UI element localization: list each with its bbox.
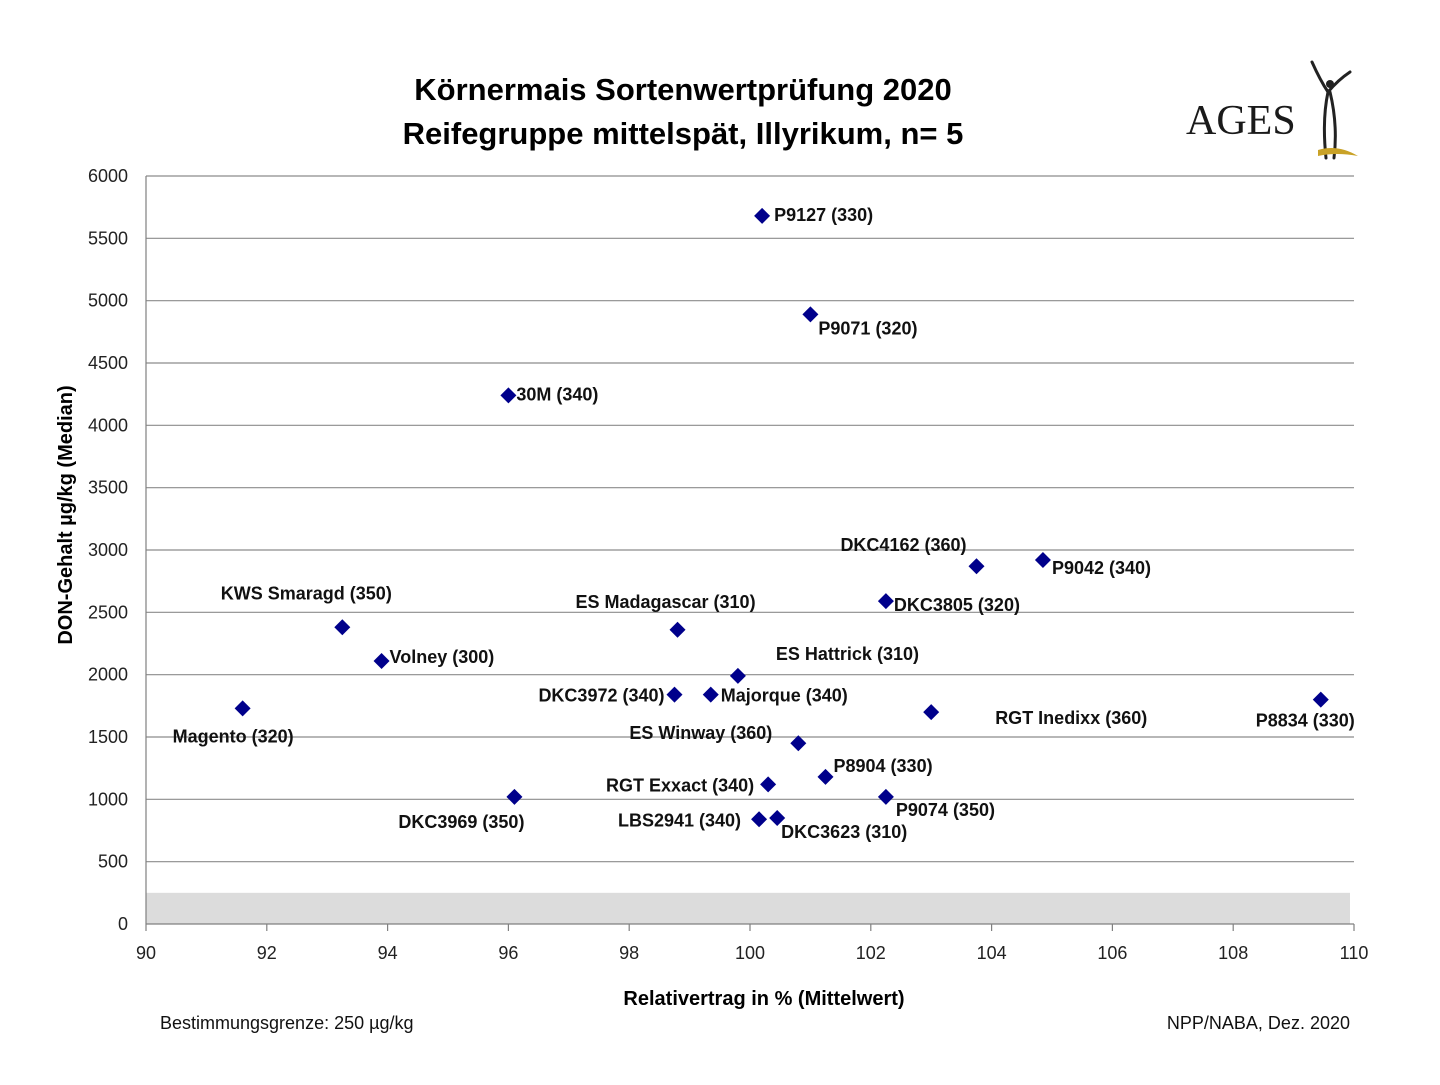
data-point-marker bbox=[1034, 551, 1051, 568]
x-tick-label: 110 bbox=[1340, 943, 1369, 963]
detection-limit-area bbox=[146, 892, 1350, 924]
x-tick-label: 94 bbox=[378, 943, 398, 963]
x-tick-label: 106 bbox=[1097, 943, 1127, 963]
data-point-marker bbox=[802, 306, 819, 323]
data-point-label: KWS Smaragd (350) bbox=[221, 583, 392, 603]
data-point-marker bbox=[968, 558, 985, 575]
data-point-label: DKC3623 (310) bbox=[781, 822, 907, 842]
x-tick-label: 108 bbox=[1218, 943, 1248, 963]
y-tick-label: 5500 bbox=[88, 228, 128, 248]
data-points bbox=[234, 207, 1329, 828]
data-point-marker bbox=[769, 810, 786, 827]
x-tick-label: 96 bbox=[498, 943, 518, 963]
data-point-marker bbox=[790, 735, 807, 752]
y-tick-label: 5000 bbox=[88, 291, 128, 311]
data-point-label: LBS2941 (340) bbox=[618, 810, 741, 830]
y-tick-label: 3500 bbox=[88, 478, 128, 498]
y-tick-label: 6000 bbox=[88, 166, 128, 186]
axes: 0 500 1000 1500 2000 2500 3000 3500 4000 4500 5000… bbox=[88, 166, 1368, 963]
y-tick-label: 2000 bbox=[88, 665, 128, 685]
data-point-marker bbox=[751, 811, 768, 828]
y-tick-label: 3000 bbox=[88, 540, 128, 560]
point-labels: P9127 (330) P9071 (320) 30M (340) DKC4162 (… bbox=[173, 205, 1355, 842]
data-point-label: Volney (300) bbox=[390, 647, 495, 667]
data-point-label: DKC3805 (320) bbox=[894, 595, 1020, 615]
data-point-label: ES Winway (360) bbox=[629, 723, 772, 743]
y-tick-label: 1000 bbox=[88, 789, 128, 809]
data-point-label: P9127 (330) bbox=[774, 205, 873, 225]
ages-logo: AGES bbox=[1186, 60, 1358, 160]
data-point-label: RGT Exxact (340) bbox=[606, 775, 754, 795]
data-point-marker bbox=[1312, 691, 1329, 708]
source-note: NPP/NABA, Dez. 2020 bbox=[1167, 1013, 1350, 1033]
x-tick-label: 104 bbox=[977, 943, 1007, 963]
chart-title: Körnermais Sortenwertprüfung 2020 bbox=[414, 72, 951, 107]
data-point-marker bbox=[702, 686, 719, 703]
chart-subtitle: Reifegruppe mittelspät, Illyrikum, n= 5 bbox=[403, 116, 964, 151]
data-point-marker bbox=[877, 788, 894, 805]
detection-limit-note: Bestimmungsgrenze: 250 µg/kg bbox=[160, 1013, 414, 1033]
data-point-label: P9071 (320) bbox=[818, 318, 917, 338]
y-tick-label: 2500 bbox=[88, 602, 128, 622]
x-tick-label: 100 bbox=[735, 943, 765, 963]
data-point-marker bbox=[666, 686, 683, 703]
data-point-label: DKC3972 (340) bbox=[538, 686, 664, 706]
x-tick-label: 90 bbox=[136, 943, 156, 963]
data-point-marker bbox=[817, 768, 834, 785]
data-point-label: P9074 (350) bbox=[896, 800, 995, 820]
data-point-marker bbox=[877, 593, 894, 610]
ages-logo-text: AGES bbox=[1186, 98, 1296, 144]
data-point-marker bbox=[500, 387, 517, 404]
data-point-label: DKC3969 (350) bbox=[398, 812, 524, 832]
data-point-marker bbox=[760, 776, 777, 793]
y-tick-label: 1500 bbox=[88, 727, 128, 747]
data-point-label: ES Hattrick (310) bbox=[776, 644, 919, 664]
x-axis-title: Relativertrag in % (Mittelwert) bbox=[623, 988, 904, 1010]
data-point-label: DKC4162 (360) bbox=[840, 535, 966, 555]
y-axis-title: DON-Gehalt µg/kg (Median) bbox=[55, 385, 77, 644]
data-point-marker bbox=[923, 704, 940, 721]
data-point-marker bbox=[506, 788, 523, 805]
data-point-label: Magento (320) bbox=[173, 726, 294, 746]
data-point-marker bbox=[754, 207, 771, 224]
data-point-label: P8834 (330) bbox=[1256, 711, 1355, 731]
data-point-marker bbox=[729, 667, 746, 684]
y-tick-label: 0 bbox=[118, 914, 128, 934]
grid-layer bbox=[146, 175, 1354, 863]
data-point-marker bbox=[373, 652, 390, 669]
x-tick-label: 92 bbox=[257, 943, 277, 963]
data-point-label: ES Madagascar (310) bbox=[575, 592, 755, 612]
data-point-label: RGT Inedixx (360) bbox=[995, 708, 1147, 728]
data-point-marker bbox=[234, 700, 251, 717]
y-tick-label: 4500 bbox=[88, 353, 128, 373]
data-point-marker bbox=[669, 621, 686, 638]
data-point-label: 30M (340) bbox=[516, 384, 598, 404]
y-tick-label: 4000 bbox=[88, 415, 128, 435]
data-point-marker bbox=[334, 619, 351, 636]
ages-figure-icon bbox=[1310, 60, 1352, 160]
data-point-label: P9042 (340) bbox=[1052, 558, 1151, 578]
data-point-label: Majorque (340) bbox=[721, 686, 848, 706]
x-tick-label: 102 bbox=[856, 943, 886, 963]
data-point-label: P8904 (330) bbox=[834, 756, 933, 776]
y-tick-label: 500 bbox=[98, 852, 128, 872]
ages-swoosh-icon bbox=[1318, 148, 1358, 156]
detection-limit-band bbox=[146, 892, 1350, 924]
x-tick-label: 98 bbox=[619, 943, 639, 963]
